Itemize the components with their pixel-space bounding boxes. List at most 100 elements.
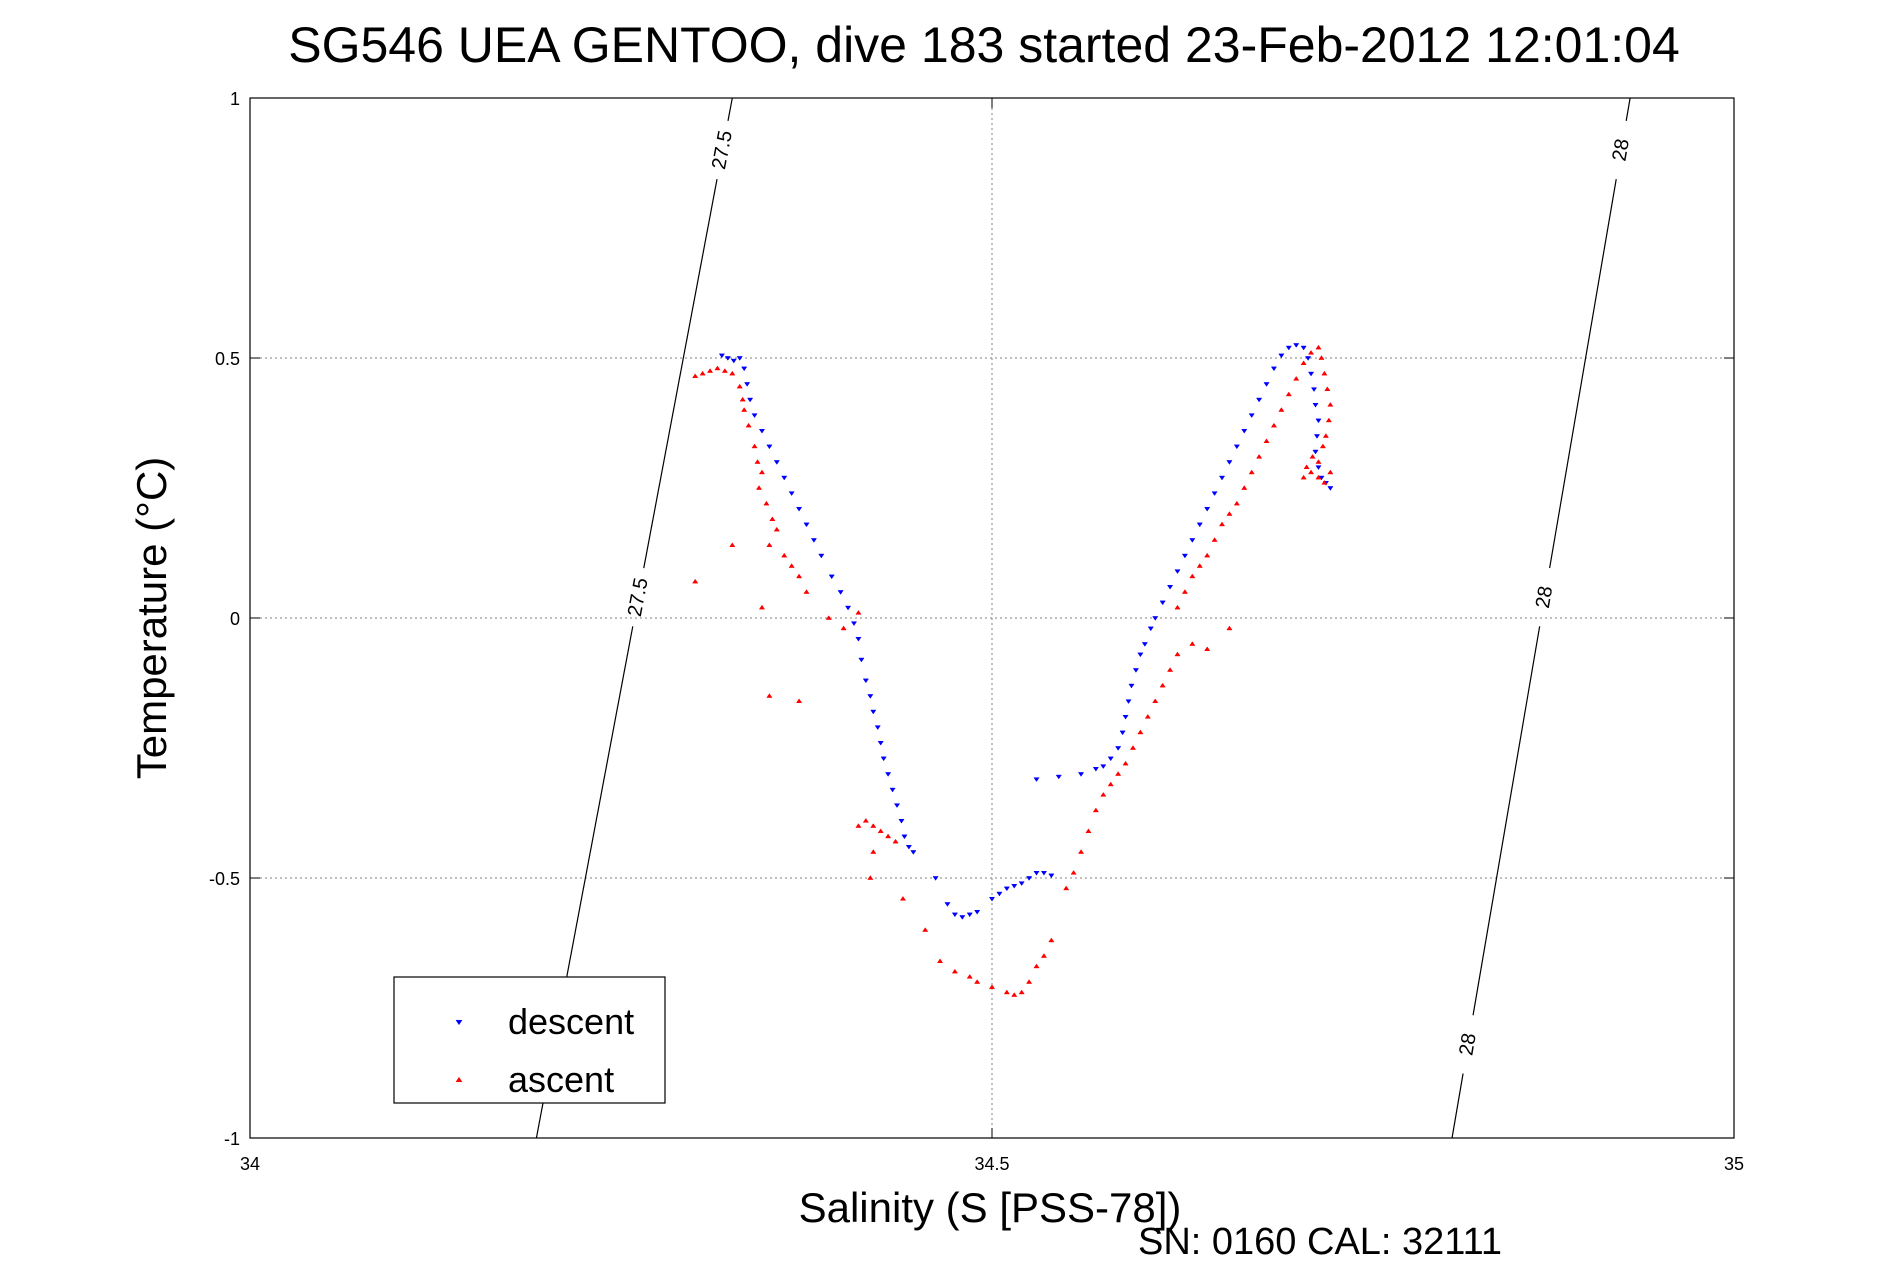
descent-point (803, 522, 810, 528)
ascent-point (862, 818, 869, 823)
descent-point (901, 834, 908, 840)
ascent-point (769, 516, 776, 522)
descent-point (885, 772, 892, 777)
descent-point (1233, 444, 1240, 450)
ascent-point (1241, 485, 1248, 490)
y-tick-label: -1 (224, 1129, 240, 1149)
descent-point (1040, 870, 1048, 876)
descent-point (1218, 475, 1226, 481)
ascent-point (1278, 407, 1285, 412)
ascent-point (1048, 937, 1055, 943)
legend-label-ascent: ascent (508, 1059, 614, 1100)
descent-point (1248, 413, 1255, 418)
ascent-point (788, 563, 795, 568)
isopycnal-line (1549, 179, 1617, 569)
descent-point (1092, 766, 1099, 772)
isopycnal-line (558, 626, 634, 1016)
ascent-point (1152, 698, 1159, 704)
ascent-point (899, 896, 907, 901)
ascent-point (1226, 511, 1233, 516)
ascent-point (803, 589, 810, 594)
ascent-point (885, 833, 892, 839)
descent-point (1211, 491, 1218, 496)
descent-point (910, 850, 917, 855)
ascent-point (855, 610, 862, 615)
descent-point (959, 915, 966, 920)
descent-point (1055, 774, 1062, 780)
descent-point (862, 678, 869, 684)
descent-point (730, 358, 737, 364)
ascent-point (1085, 828, 1092, 834)
descent-point (1204, 506, 1211, 512)
ascent-point (754, 459, 761, 464)
descent-point (766, 444, 773, 450)
ascent-point (1256, 454, 1263, 459)
x-tick-label: 34.5 (974, 1154, 1009, 1174)
ascent-point (1159, 682, 1166, 688)
descent-point (1315, 418, 1322, 424)
descent-point (1293, 343, 1300, 348)
descent-point (1181, 553, 1188, 559)
descent-point (880, 756, 887, 762)
descent-point (898, 818, 905, 824)
ascent-point (1003, 989, 1010, 995)
ascent-point (1196, 563, 1203, 568)
legend-box (393, 976, 666, 1104)
descent-point (951, 912, 958, 918)
ascent-point (1226, 625, 1233, 631)
ascent-point (1315, 459, 1322, 464)
ascent-point (796, 698, 803, 704)
ascent-point (1285, 391, 1292, 397)
descent-point (1132, 668, 1140, 673)
grid-lines (250, 98, 1734, 1138)
ascent-point (1324, 386, 1331, 392)
ascent-point (1018, 989, 1025, 995)
ascent-point (1189, 641, 1196, 646)
descent-point (974, 909, 981, 915)
descent-point (1122, 714, 1129, 720)
ascent-point (692, 578, 699, 584)
ascent-point (1204, 646, 1211, 652)
ascent-point (966, 974, 973, 979)
isopycnal-line (643, 179, 718, 569)
ascent-point (1144, 714, 1151, 719)
ascent-point (1327, 402, 1334, 407)
ascent-point (751, 443, 758, 449)
descent-point (1152, 616, 1159, 621)
descent-point (1003, 886, 1010, 892)
ascent-point (706, 368, 714, 373)
descent-point (1141, 642, 1148, 647)
descent-point (1189, 538, 1196, 543)
ascent-point (745, 422, 752, 428)
ascent-point (840, 625, 847, 631)
ascent-point (739, 396, 746, 402)
ascent-point (755, 485, 763, 490)
ascent-point (867, 875, 874, 880)
isopycnal-label: 28 (1455, 1032, 1480, 1058)
isopycnal-line (1451, 1073, 1464, 1139)
ascent-point (729, 542, 736, 548)
ascent-point (763, 500, 770, 506)
descent-point (1300, 345, 1307, 351)
descent-point (751, 413, 758, 418)
legend-label-descent: descent (508, 1001, 634, 1042)
descent-point (996, 891, 1003, 897)
ascent-point (1174, 604, 1181, 610)
descent-point (741, 366, 748, 372)
descent-point (1128, 683, 1135, 689)
ascent-point (1011, 992, 1018, 997)
descent-point (1278, 353, 1285, 359)
ascent-point (1063, 885, 1070, 891)
ascent-point (936, 958, 944, 964)
isopycnal-line (1472, 626, 1541, 1016)
ascent-point (781, 552, 788, 558)
ascent-point (1233, 500, 1240, 506)
descent-point (877, 740, 884, 746)
y-axis-label: Temperature (°C) (128, 457, 175, 780)
descent-point (744, 382, 751, 387)
ascent-point (1137, 729, 1144, 735)
descent-point (1312, 449, 1319, 455)
ascent-point (825, 615, 832, 620)
ascent-point (1077, 849, 1085, 854)
